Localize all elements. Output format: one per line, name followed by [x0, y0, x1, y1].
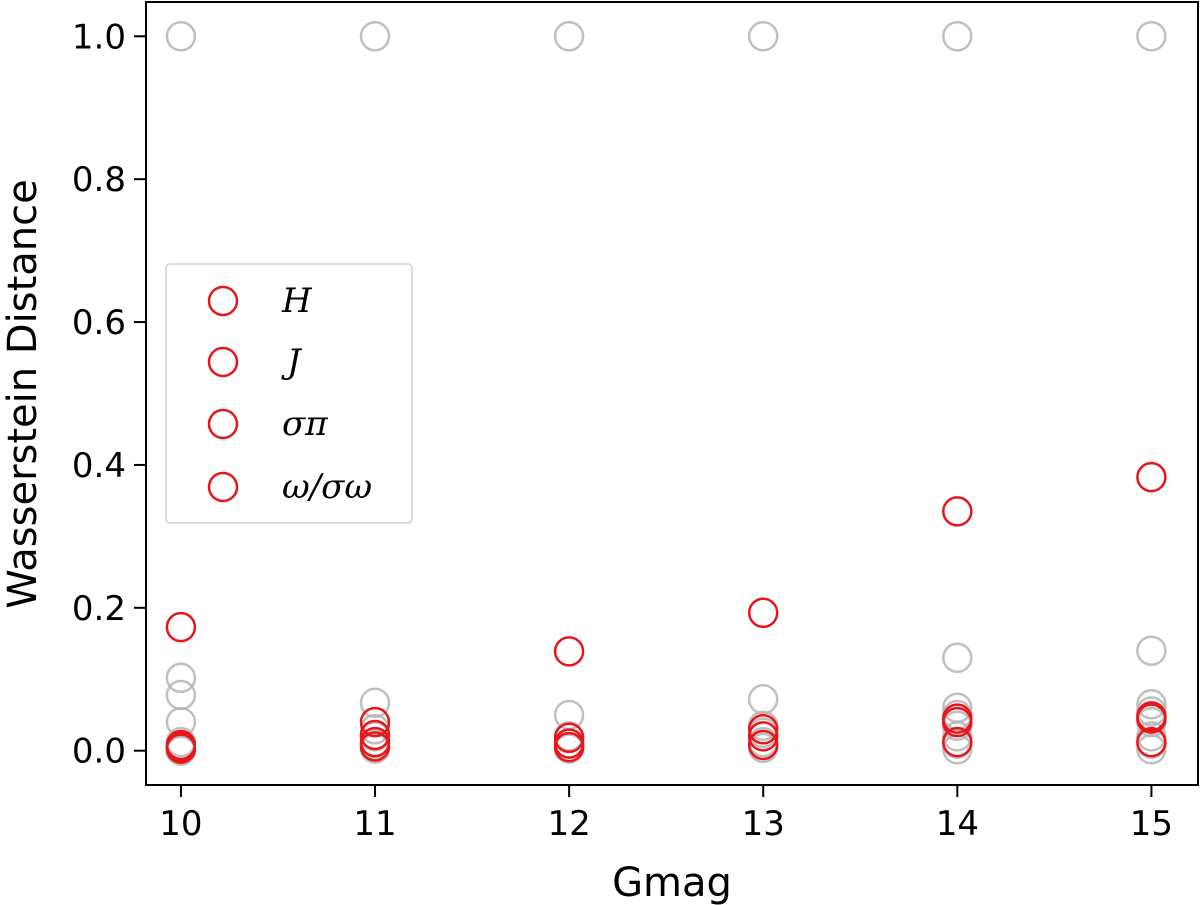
y-tick-label: 1.0	[72, 17, 126, 57]
x-tick-label: 11	[353, 804, 396, 844]
y-tick-label: 0.4	[72, 446, 126, 486]
legend-marker-omega-ratio	[207, 471, 239, 503]
red-point-19	[942, 726, 973, 758]
gray-point-13	[553, 21, 585, 52]
legend-label-j: J	[281, 342, 303, 382]
legend-marker-sigma-pi	[207, 408, 239, 440]
gray-point-7	[359, 21, 391, 52]
red-point-22	[1136, 703, 1167, 734]
x-axis-title: Gmag	[612, 860, 732, 905]
y-tick-label: 0.2	[72, 589, 126, 629]
red-point-18	[942, 706, 973, 738]
red-point-4	[359, 706, 391, 738]
red-point-7	[359, 731, 391, 762]
gray-point-1	[165, 662, 197, 694]
legend-entry-sigma-pi: σπ	[207, 404, 328, 444]
red-point-8	[553, 636, 585, 667]
legend-marker-h	[207, 285, 239, 317]
red-point-23	[1136, 726, 1167, 758]
legend-label-sigma-pi: σπ	[282, 404, 328, 444]
red-point-15	[747, 729, 779, 761]
y-tick-label: 0.0	[72, 732, 126, 772]
legend-label-omega-ratio: ω/σω	[282, 467, 372, 507]
y-axis: 0.0 0.2 0.4 0.6 0.8 1.0	[72, 17, 146, 772]
gray-point-32	[1136, 21, 1167, 52]
legend-entry-j: J	[207, 342, 303, 382]
red-point-0	[165, 611, 197, 643]
gray-point-0	[165, 21, 197, 52]
gray-point-2	[165, 679, 197, 711]
points-layer	[165, 21, 1167, 766]
gray-point-19	[747, 684, 779, 715]
red-point-13	[747, 714, 779, 745]
gray-point-25	[942, 642, 973, 674]
legend-marker-j	[207, 346, 239, 378]
x-tick-label: 12	[547, 804, 590, 844]
omega-ratio-main: ω/σω	[282, 467, 372, 507]
x-tick-label: 10	[159, 804, 202, 844]
legend: H J σπ ω/σω	[165, 263, 413, 524]
y-axis-title: Wasserstein Distance	[0, 179, 46, 608]
gray-point-34	[1136, 689, 1167, 720]
x-tick-label: 14	[936, 804, 979, 844]
legend-frame	[165, 263, 413, 524]
sigma-pi-main: σπ	[282, 404, 328, 444]
x-axis: 10 11 12 13 14 15	[159, 785, 1173, 844]
red-point-3	[165, 733, 197, 764]
gray-point-24	[942, 21, 973, 52]
gray-point-18	[747, 21, 779, 52]
red-point-14	[747, 721, 779, 752]
red-point-11	[553, 731, 585, 763]
red-point-16	[942, 496, 973, 527]
legend-entry-omega-ratio: ω/σω	[207, 467, 372, 507]
legend-label-h: H	[281, 281, 313, 321]
x-tick-label: 13	[742, 804, 785, 844]
y-tick-label: 0.8	[72, 160, 126, 200]
gray-point-33	[1136, 635, 1167, 666]
red-point-12	[747, 597, 779, 629]
y-tick-label: 0.6	[72, 303, 126, 343]
gray-point-8	[359, 687, 391, 719]
x-tick-label: 15	[1130, 804, 1173, 844]
legend-entry-h: H	[207, 281, 313, 321]
gray-point-39	[1136, 734, 1167, 765]
red-point-5	[359, 719, 391, 751]
axes-frame	[145, 1, 1199, 786]
red-point-20	[1136, 461, 1167, 493]
